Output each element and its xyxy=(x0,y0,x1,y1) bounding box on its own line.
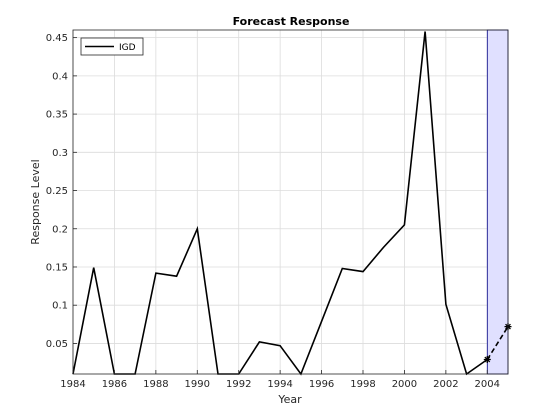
y-axis-label: Response Level xyxy=(29,159,42,244)
x-tick-label: 1992 xyxy=(226,379,251,390)
x-tick-label: 2000 xyxy=(392,379,417,390)
igd-series-line xyxy=(72,31,488,376)
x-tick-label: 2002 xyxy=(433,379,458,390)
chart-title: Forecast Response xyxy=(233,15,350,28)
forecast-region xyxy=(486,29,509,375)
forecast-marker xyxy=(483,355,491,363)
forecast-region-rect xyxy=(486,29,509,375)
y-tick-label: 0.25 xyxy=(46,186,68,197)
y-tick-label: 0.05 xyxy=(46,339,68,350)
x-tick-label: 1988 xyxy=(143,379,168,390)
legend: IGD xyxy=(80,37,144,56)
y-tick-label: 0.2 xyxy=(52,224,68,235)
y-tick-label: 0.3 xyxy=(52,148,68,159)
forecast-line xyxy=(486,326,509,360)
x-tick-label: 2004 xyxy=(475,379,500,390)
plot-area-frame xyxy=(72,29,509,375)
y-tick-label: 0.4 xyxy=(52,71,68,82)
x-axis-label: Year xyxy=(277,393,302,406)
grid xyxy=(72,30,508,374)
legend-entry-igd: IGD xyxy=(119,43,136,53)
x-tick-label: 1998 xyxy=(350,379,375,390)
x-tick-label: 1990 xyxy=(185,379,210,390)
y-tick-label: 0.15 xyxy=(46,262,68,273)
x-tick-label: 1984 xyxy=(60,379,85,390)
y-tick-label: 0.45 xyxy=(46,33,68,44)
x-axis: 1984 1986 1988 1990 1992 1994 1996 1998 2000 2002… xyxy=(60,370,500,390)
y-axis: 0.05 0.1 0.15 0.2 0.25 0.3 0.35 0.4 0.45 xyxy=(46,33,77,350)
y-tick-label: 0.35 xyxy=(46,110,68,121)
x-tick-label: 1996 xyxy=(309,379,334,390)
x-tick-label: 1994 xyxy=(267,379,292,390)
y-tick-label: 0.1 xyxy=(52,301,68,312)
x-tick-label: 1986 xyxy=(102,379,127,390)
